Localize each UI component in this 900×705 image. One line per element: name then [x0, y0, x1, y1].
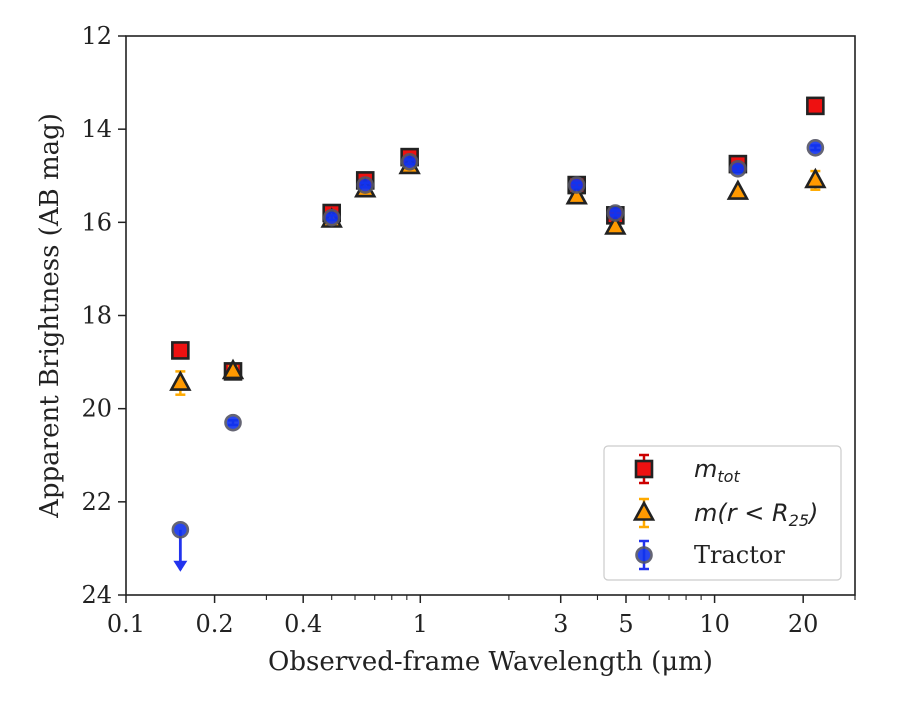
y-tick-label: 18	[81, 302, 112, 330]
data-point	[729, 159, 747, 178]
square-marker	[171, 341, 190, 360]
circle-marker	[567, 176, 586, 194]
y-tick-label: 20	[81, 395, 112, 423]
circle-marker	[322, 208, 341, 227]
axis-ticks: 0.1 0.2 0.4 1 3 5 10 20 12 14 16 18 20 22 24	[81, 22, 856, 638]
data-point	[221, 358, 245, 380]
x-tick-label: 0.4	[284, 610, 322, 638]
series-square	[171, 96, 825, 381]
triangle-marker	[221, 358, 245, 380]
triangle-marker	[632, 500, 656, 521]
data-point	[224, 413, 242, 432]
square-marker	[634, 459, 654, 479]
y-tick-label: 16	[81, 208, 112, 236]
circle-marker	[635, 546, 653, 564]
circle-marker	[400, 152, 419, 171]
legend-box	[603, 445, 842, 581]
data-point	[171, 341, 190, 360]
data-point	[400, 152, 419, 171]
upper-limit-arrowhead	[173, 560, 188, 572]
data-point	[726, 179, 750, 200]
circle-marker	[806, 139, 825, 157]
legend-entry: m(r < R25)	[632, 497, 818, 530]
data-point	[806, 96, 825, 116]
circle-marker	[606, 204, 625, 222]
circle-marker	[356, 176, 375, 194]
x-tick-label: 1	[413, 610, 428, 638]
data-point	[567, 176, 586, 194]
triangle-marker	[169, 370, 192, 391]
data-point	[356, 176, 375, 194]
circle-marker	[224, 413, 242, 432]
x-axis-label: Observed-frame Wavelength (μm)	[268, 647, 713, 677]
data-point	[169, 370, 192, 396]
legend-label: m(r < R25)	[694, 499, 818, 530]
x-tick-label: 0.1	[107, 610, 145, 638]
x-tick-label: 0.2	[196, 610, 234, 638]
series-circle	[171, 139, 825, 572]
legend-entry: Tractor	[635, 539, 785, 571]
data-point	[322, 208, 341, 227]
triangle-marker	[565, 183, 588, 205]
y-tick-label: 14	[81, 115, 112, 143]
y-tick-label: 12	[81, 22, 112, 50]
triangle-marker	[604, 214, 627, 235]
circle-marker	[171, 520, 190, 539]
legend: mtot m(r < R25) Tractor	[603, 445, 842, 581]
data-points	[169, 96, 827, 572]
plot-frame	[125, 35, 856, 596]
data-point	[604, 214, 627, 235]
x-tick-label: 20	[788, 610, 819, 638]
data-point	[171, 520, 190, 572]
square-marker	[806, 96, 825, 116]
y-tick-label: 22	[81, 488, 112, 516]
triangle-marker	[726, 179, 750, 200]
legend-entry: mtot	[634, 453, 740, 486]
circle-marker	[729, 159, 747, 178]
data-point	[806, 139, 825, 157]
series-triangle	[169, 153, 827, 396]
legend-label: mtot	[694, 455, 740, 486]
y-tick-label: 24	[81, 581, 112, 609]
triangle-marker	[804, 167, 827, 189]
data-point	[804, 167, 827, 191]
legend-label: Tractor	[694, 541, 785, 569]
y-axis-label: Apparent Brightness (AB mag)	[35, 113, 65, 519]
x-tick-label: 3	[553, 610, 568, 638]
data-point	[565, 183, 588, 205]
x-tick-label: 10	[699, 610, 730, 638]
x-tick-label: 5	[618, 610, 633, 638]
data-point	[606, 204, 625, 222]
